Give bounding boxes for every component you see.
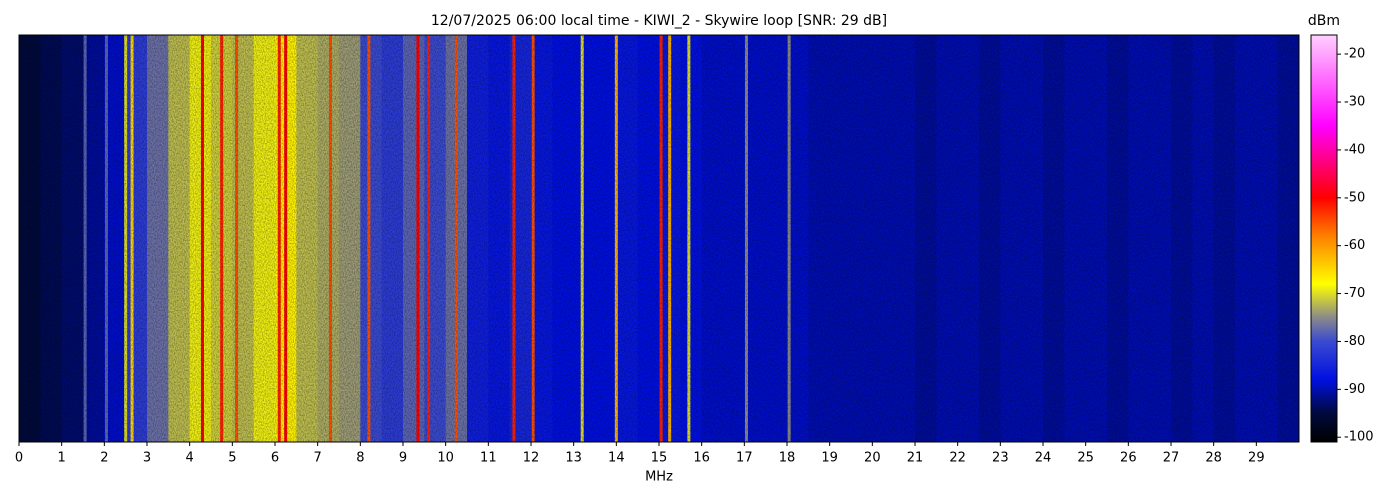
x-tick-label: 12 <box>523 451 540 466</box>
x-tick-label: 2 <box>100 451 108 466</box>
colorbar-tick-label: -50 <box>1344 190 1365 205</box>
x-tick-label: 0 <box>15 451 23 466</box>
x-tick-label: 22 <box>949 451 966 466</box>
noise-texture <box>19 35 1299 442</box>
x-tick-label: 17 <box>736 451 753 466</box>
x-tick-label: 23 <box>992 451 1009 466</box>
chart-title: 12/07/2025 06:00 local time - KIWI_2 - S… <box>431 13 887 29</box>
x-tick-label: 10 <box>437 451 454 466</box>
x-axis-label: MHz <box>645 470 673 485</box>
x-tick-label: 25 <box>1077 451 1094 466</box>
x-tick-label: 16 <box>693 451 710 466</box>
x-tick-label: 7 <box>314 451 322 466</box>
colorbar-tick-label: -100 <box>1344 430 1374 445</box>
colorbar-tick-label: -70 <box>1344 286 1365 301</box>
x-tick-label: 14 <box>608 451 625 466</box>
x-tick-label: 4 <box>186 451 194 466</box>
colorbar-tick-label: -90 <box>1344 382 1365 397</box>
x-tick-label: 27 <box>1163 451 1180 466</box>
x-tick-label: 21 <box>907 451 924 466</box>
x-tick-label: 5 <box>228 451 236 466</box>
colorbar-tick-label: -30 <box>1344 95 1365 110</box>
x-tick-label: 28 <box>1205 451 1222 466</box>
colorbar-tick-label: -40 <box>1344 142 1365 157</box>
x-tick-label: 15 <box>651 451 668 466</box>
x-tick-label: 18 <box>779 451 796 466</box>
x-tick-label: 9 <box>399 451 407 466</box>
colorbar <box>1310 34 1338 443</box>
x-tick-label: 29 <box>1248 451 1265 466</box>
x-tick-label: 11 <box>480 451 497 466</box>
colorbar-label: dBm <box>1308 13 1340 29</box>
x-tick-label: 8 <box>356 451 364 466</box>
colorbar-tick-label: -80 <box>1344 334 1365 349</box>
x-tick-label: 19 <box>821 451 838 466</box>
colorbar-tick-label: -20 <box>1344 47 1365 62</box>
x-tick-label: 3 <box>143 451 151 466</box>
colorbar-tick-label: -60 <box>1344 238 1365 253</box>
x-tick-label: 26 <box>1120 451 1137 466</box>
x-tick-label: 24 <box>1035 451 1052 466</box>
x-tick-label: 6 <box>271 451 279 466</box>
x-tick-label: 13 <box>565 451 582 466</box>
x-tick-label: 1 <box>58 451 66 466</box>
x-tick-label: 20 <box>864 451 881 466</box>
